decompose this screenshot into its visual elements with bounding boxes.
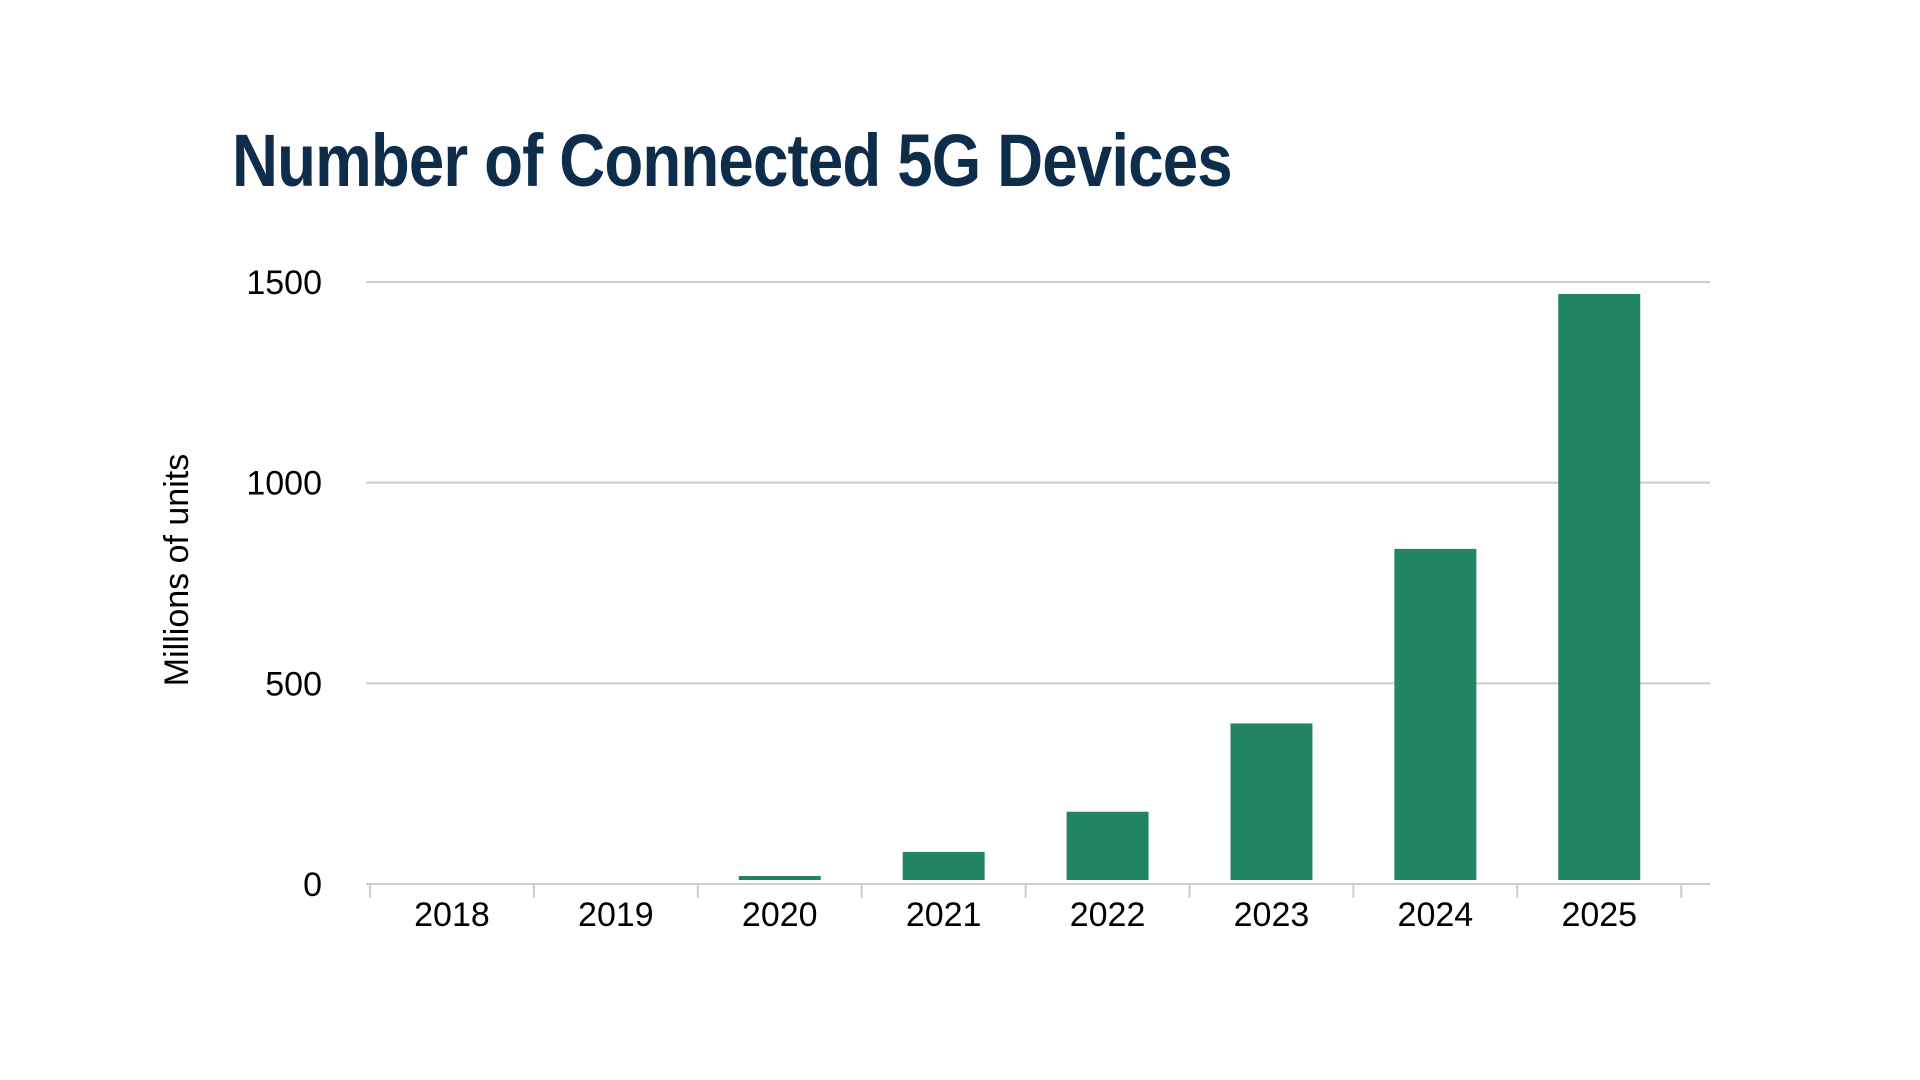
bar-2022 xyxy=(1066,811,1149,880)
y-tick-label: 1000 xyxy=(246,465,322,503)
x-tick-label: 2018 xyxy=(414,896,490,934)
x-tick-label: 2024 xyxy=(1398,896,1474,934)
bar-2020 xyxy=(738,875,821,880)
bar-2021 xyxy=(902,851,985,880)
x-axis xyxy=(366,883,1710,898)
x-tick-label: 2021 xyxy=(906,896,982,934)
bar-2023 xyxy=(1230,723,1313,880)
x-axis-tick-labels: 2018 2019 2020 2021 2022 2023 2024 2025 xyxy=(414,896,1637,934)
y-tick-label: 500 xyxy=(265,665,322,703)
y-axis-tick-labels: 0 500 1000 1500 xyxy=(246,264,322,904)
x-tick-label: 2022 xyxy=(1070,896,1146,934)
gridlines xyxy=(366,281,1710,685)
bars xyxy=(574,294,1641,880)
bar-2025 xyxy=(1558,294,1641,880)
y-tick-label: 1500 xyxy=(246,264,322,302)
y-axis-title: Millions of units xyxy=(158,454,196,686)
x-tick-label: 2020 xyxy=(742,896,818,934)
x-tick-label: 2023 xyxy=(1234,896,1310,934)
y-tick-label: 0 xyxy=(303,866,322,904)
chart-title: Number of Connected 5G Devices xyxy=(232,119,1233,202)
bar-2024 xyxy=(1394,548,1477,880)
x-tick-label: 2025 xyxy=(1561,896,1637,934)
x-tick-label: 2019 xyxy=(578,896,654,934)
